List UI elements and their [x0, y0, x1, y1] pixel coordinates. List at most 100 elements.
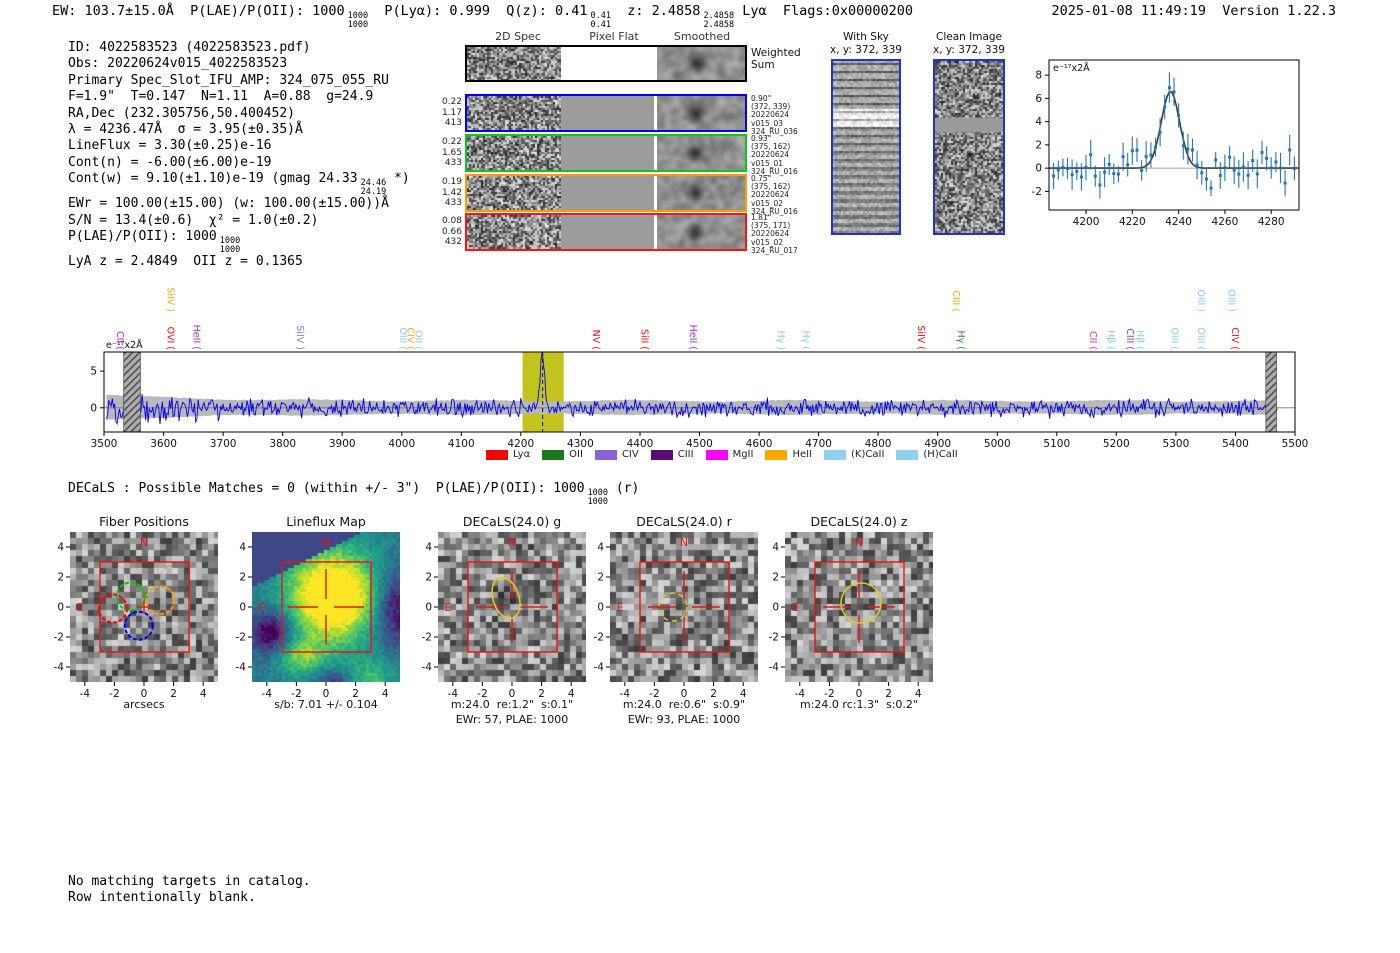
text-segment: LyA z = 2.4849 OII z = 0.1365	[68, 254, 303, 270]
cutout-overlay: -4 -4 -2 -2 0 0 2 2 4 4 N E	[54, 536, 207, 700]
x-tick-label: 4500	[686, 438, 713, 450]
sky-panel-coords: x, y: 372, 339	[933, 44, 1005, 56]
text-segment: F=1.9" T=0.147 N=1.11 A=0.88 g=24.9	[68, 89, 374, 105]
emission-line-label: CIII (	[950, 290, 961, 312]
info-line: P(LAE)/P(OII): 1000 1000 1000	[68, 229, 410, 254]
y-tick-label: 0	[772, 602, 779, 614]
y-tick-label: 2	[772, 572, 779, 584]
y-tick-label: 4	[239, 542, 246, 554]
spec2d-row-right-labels: 0.90" (372, 339) 20220624 v015_03 324_RU_036	[751, 94, 798, 136]
y-tick-label: 5	[90, 366, 97, 378]
y-tick-label: 0	[597, 602, 604, 614]
spec2d-row-left-labels: 0.08 0.66 432	[441, 216, 462, 247]
text-segment: Cont(n) = -6.00(±6.00)e-19	[68, 154, 272, 170]
full-spectrum-plot: 3500 3600 3700 3800 3900 4000 4100 4200 4300 4400…	[90, 287, 1308, 450]
target-crosshair	[648, 571, 720, 643]
unused-fiber-circle	[159, 564, 189, 594]
footer-line: Row intentionally blank.	[68, 889, 256, 905]
x-tick-label: 4100	[448, 438, 475, 450]
aperture-box	[639, 561, 730, 653]
spec2d-col-header: Pixel Flat	[589, 30, 639, 43]
unused-fiber-circle	[99, 564, 129, 594]
x-tick-label: 4400	[627, 438, 654, 450]
emission-line-label: Hβ (	[1134, 330, 1145, 350]
y-tick-label: -2	[594, 632, 604, 644]
unused-fiber-circle	[85, 595, 115, 625]
compass-north-label: N	[508, 536, 516, 549]
x-tick-label: -2	[291, 688, 301, 700]
x-tick-label: 4	[382, 688, 389, 700]
cutout-image	[252, 532, 400, 682]
y-tick-label: -4	[54, 662, 65, 674]
x-tick-label: 2	[170, 688, 177, 700]
legend-label: Lyα	[513, 449, 531, 460]
fiber-circle	[115, 581, 146, 612]
stacked-fraction: 0.41 0.41	[590, 11, 612, 30]
x-tick-label: 4	[740, 688, 747, 700]
emission-line-label: OIII )	[1195, 289, 1206, 312]
stacked-fraction: 24.46 24.19	[360, 178, 387, 197]
cutout-xlabel: s/b: 7.01 +/- 0.104	[274, 698, 378, 711]
compass-north-label: N	[140, 536, 148, 549]
legend-swatch	[824, 449, 847, 460]
x-tick-label: 4280	[1258, 216, 1285, 228]
x-tick-label: 4900	[924, 438, 951, 450]
compass-east-label: E	[792, 601, 799, 614]
x-tick-label: 3900	[329, 438, 356, 450]
x-tick-label: 4000	[388, 438, 415, 450]
fiber-circle	[145, 585, 176, 616]
text-segment: Lyα Flags:0x00000200	[734, 3, 913, 19]
legend-item: Lyα	[486, 449, 530, 460]
x-tick-label: 4300	[567, 438, 594, 450]
info-line: RA,Dec (232.305756,50.400452)	[68, 106, 410, 122]
x-tick-label: 4700	[805, 438, 832, 450]
spec2d-image	[467, 215, 561, 249]
emission-line-label: NV (	[590, 330, 601, 350]
spec2d-row-left-labels: 0.22 1.17 413	[441, 97, 462, 128]
cutout-xlabel: arcsecs	[123, 698, 165, 711]
text-segment: λ = 4236.47Å σ = 3.95(±0.35)Å	[68, 122, 303, 138]
legend-item: (H)CaII	[896, 449, 958, 460]
cutout-overlay: -4 -4 -2 -2 0 0 2 2 4 4 N E	[769, 536, 922, 700]
spec2d-amp-row	[465, 134, 747, 172]
x-tick-label: 3700	[210, 438, 237, 450]
x-tick-label: 5300	[1163, 438, 1190, 450]
cutout-overlay: -4 -4 -2 -2 0 0 2 2 4 4 N E	[236, 536, 389, 700]
info-line: Cont(w) = 9.10(±1.10)e-19 (gmag 24.33 24.…	[68, 171, 410, 196]
stacked-fraction: 1000 1000	[347, 11, 369, 30]
y-tick-label: 4	[597, 542, 604, 554]
legend-label: CIV	[621, 449, 639, 460]
x-tick-label: 4600	[746, 438, 773, 450]
y-tick-label: -2	[54, 632, 64, 644]
spectrum-legend: Lyα OII CIV CIII MgII HeII (K)CaII (H)CaII	[486, 449, 958, 460]
cutout-caption: EWr: 93, PLAE: 1000	[627, 713, 741, 726]
stacked-fraction: 1000 1000	[587, 488, 609, 507]
clean-image	[933, 59, 1005, 235]
legend-item: CIV	[594, 449, 639, 460]
text-segment: Cont(w) = 9.10(±1.10)e-19 (gmag 24.33	[68, 171, 358, 187]
y-tick-label: 0	[1035, 163, 1042, 175]
x-tick-label: 2	[352, 688, 359, 700]
pixel-flat-image	[561, 47, 654, 80]
y-tick-label: 2	[239, 572, 246, 584]
compass-north-label: N	[680, 536, 688, 549]
info-line: F=1.9" T=0.147 N=1.11 A=0.88 g=24.9	[68, 89, 410, 105]
emission-line-label: OII (	[412, 330, 423, 350]
y-tick-label: -2	[1032, 186, 1042, 198]
info-line: ID: 4022583523 (4022583523.pdf)	[68, 40, 410, 56]
stacked-fraction: 1000 1000	[219, 236, 241, 255]
cutout-image	[610, 532, 758, 682]
source-circle	[658, 592, 688, 622]
y-tick-label: 6	[1035, 93, 1042, 105]
header-summary-line: EW: 103.7±15.0Å P(LAE)/P(OII): 1000 1000 1…	[52, 3, 913, 29]
spec2d-row-right-labels: 1.81" (375, 171) 20220624 v015_02 324_RU_017	[751, 213, 798, 255]
info-line: Primary Spec_Slot_IFU_AMP: 324_075_055_R…	[68, 73, 410, 89]
emission-line-label: CII (	[1087, 331, 1098, 350]
masked-region	[123, 351, 141, 433]
legend-label: OII	[569, 449, 583, 460]
spec2d-row-right-labels: 0.93" (375, 162) 20220624 v015_01 324_RU_016	[751, 134, 798, 176]
sky-panel-title: With Sky	[843, 31, 889, 43]
legend-swatch	[650, 449, 673, 460]
x-tick-label: -4	[448, 688, 459, 700]
